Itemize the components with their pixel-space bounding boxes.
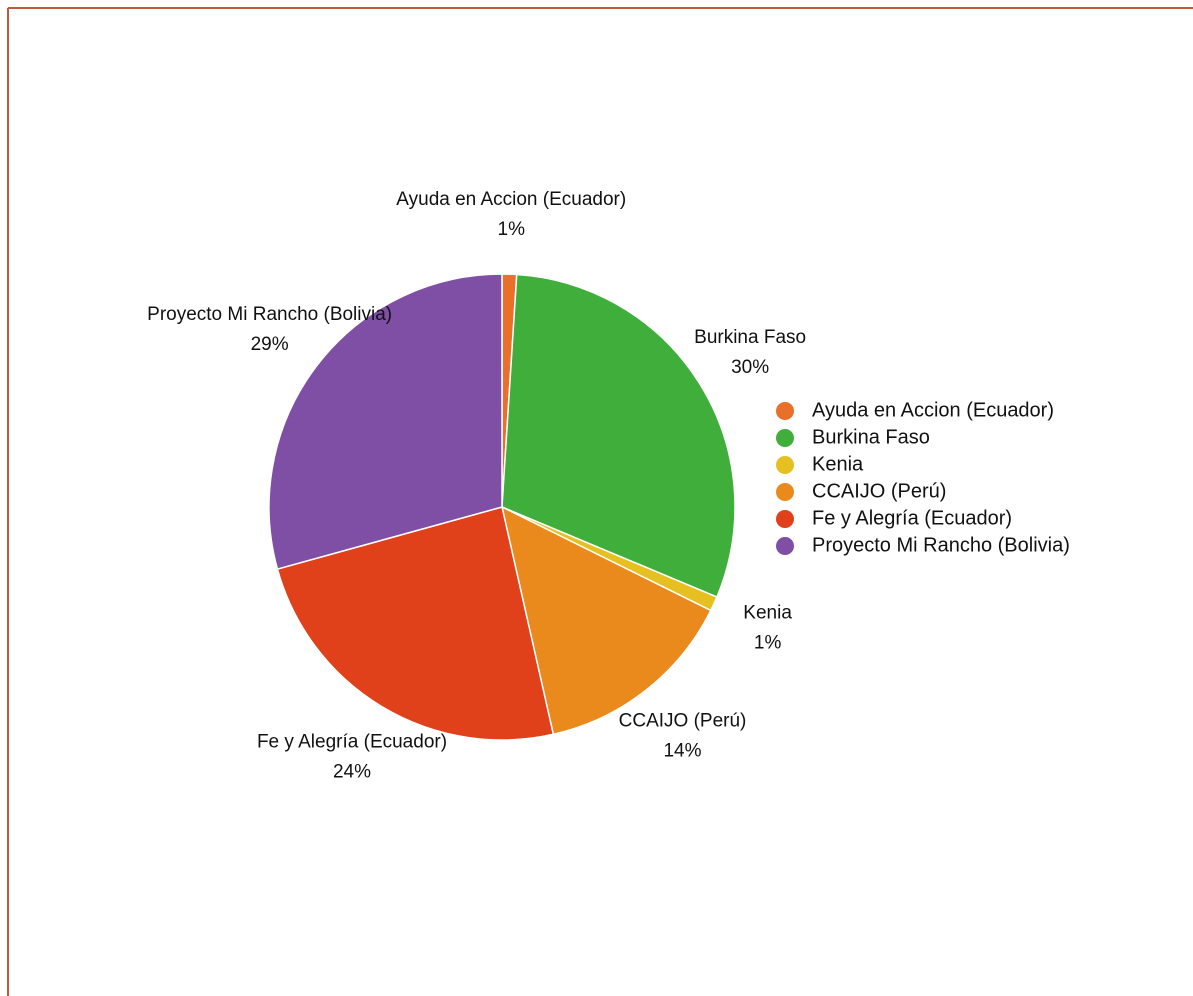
pie-slice bbox=[500, 505, 712, 736]
pie bbox=[268, 273, 736, 741]
slice-value-label: 1% bbox=[498, 219, 526, 240]
slice-label: Kenia bbox=[743, 602, 792, 623]
pie-slice bbox=[276, 506, 555, 741]
legend-marker bbox=[776, 456, 794, 474]
slice-value-label: 29% bbox=[251, 334, 289, 355]
slice-value-label: 1% bbox=[754, 632, 782, 653]
legend-marker bbox=[776, 402, 794, 420]
pie-labels: Ayuda en Accion (Ecuador) 1% Burkina Faso 3… bbox=[147, 189, 806, 782]
legend-label: Fe y Alegría (Ecuador) bbox=[812, 507, 1012, 529]
slice-label: Proyecto Mi Rancho (Bolivia) bbox=[147, 304, 392, 325]
pie-slice bbox=[501, 273, 736, 598]
legend-label: CCAIJO (Perú) bbox=[812, 480, 946, 502]
slice-value-label: 24% bbox=[333, 762, 371, 783]
slice-label: CCAIJO (Perú) bbox=[619, 711, 747, 732]
slice-value-label: 14% bbox=[663, 741, 701, 762]
legend: Ayuda en Accion (Ecuador) Burkina Faso Ken… bbox=[776, 399, 1070, 556]
legend-marker bbox=[776, 429, 794, 447]
legend-label: Burkina Faso bbox=[812, 426, 930, 448]
slice-label: Fe y Alegría (Ecuador) bbox=[257, 732, 447, 753]
slice-label: Burkina Faso bbox=[694, 327, 806, 348]
slice-label: Ayuda en Accion (Ecuador) bbox=[396, 189, 626, 210]
legend-marker bbox=[776, 483, 794, 501]
legend-marker bbox=[776, 537, 794, 555]
legend-marker bbox=[776, 510, 794, 528]
legend-label: Ayuda en Accion (Ecuador) bbox=[812, 399, 1054, 421]
legend-label: Kenia bbox=[812, 453, 864, 475]
pie-slice bbox=[268, 273, 503, 571]
slice-value-label: 30% bbox=[731, 357, 769, 378]
legend-label: Proyecto Mi Rancho (Bolivia) bbox=[812, 534, 1070, 556]
